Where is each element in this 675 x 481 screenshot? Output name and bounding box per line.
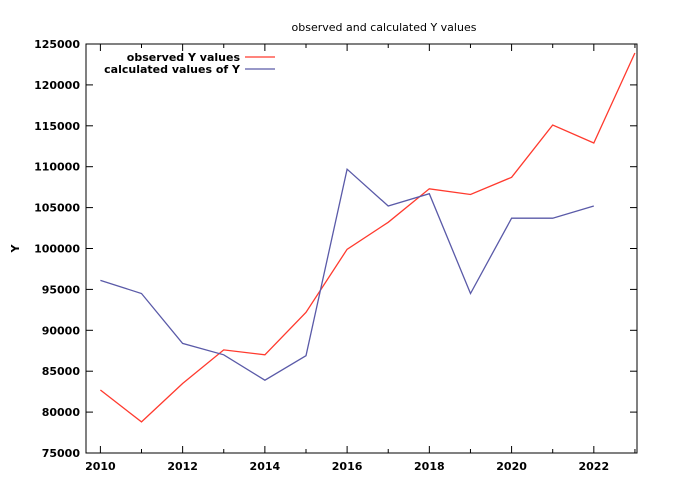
x-tick-label: 2020 [496, 460, 527, 473]
x-tick-label: 2014 [250, 460, 281, 473]
data-point [100, 389, 101, 390]
data-point [182, 343, 183, 344]
y-tick-label: 80000 [42, 406, 81, 419]
y-tick-label: 100000 [34, 243, 80, 256]
data-point [552, 124, 553, 125]
x-tick-label: 2010 [85, 460, 116, 473]
series-line [100, 167, 594, 381]
data-point [264, 380, 265, 381]
data-point [305, 312, 306, 313]
y-tick-label: 95000 [42, 283, 81, 296]
data-point [388, 222, 389, 223]
y-tick-label: 85000 [42, 365, 81, 378]
series-line [100, 52, 636, 423]
y-tick-label: 90000 [42, 324, 81, 337]
axes: 75000 80000 85000 90000 95000 100000 105000 110… [34, 38, 638, 473]
data-point [223, 349, 224, 350]
data-point [141, 421, 142, 422]
data-point [470, 194, 471, 195]
plot-frame [85, 43, 638, 454]
x-tick-label: 2022 [579, 460, 610, 473]
data-point [470, 293, 471, 294]
chart-title: observed and calculated Y values [292, 21, 477, 34]
y-tick-label: 75000 [42, 447, 81, 460]
data-point [511, 177, 512, 178]
data-point [182, 383, 183, 384]
series-1 [100, 52, 636, 423]
data-point [552, 218, 553, 219]
y-tick-label: 115000 [34, 120, 80, 133]
data-point [634, 52, 635, 53]
series-2 [100, 167, 594, 381]
data-point [141, 293, 142, 294]
data-point [388, 205, 389, 206]
data-point [347, 249, 348, 250]
legend-label: calculated values of Y [104, 63, 241, 76]
data-point [511, 218, 512, 219]
data-point [429, 193, 430, 194]
y-tick-label: 125000 [34, 38, 80, 51]
y-tick-label: 110000 [34, 161, 80, 174]
data-point [264, 354, 265, 355]
y-axis-label: Y [9, 243, 22, 253]
legend-label: observed Y values [127, 51, 241, 64]
data-point [593, 205, 594, 206]
y-tick-label: 120000 [34, 79, 80, 92]
x-tick-label: 2018 [414, 460, 445, 473]
series-layer [100, 52, 636, 423]
data-point [305, 355, 306, 356]
x-tick-label: 2012 [167, 460, 198, 473]
data-point [593, 142, 594, 143]
data-point [223, 354, 224, 355]
data-point [429, 188, 430, 189]
data-point [347, 169, 348, 170]
data-point [100, 280, 101, 281]
x-tick-label: 2016 [332, 460, 363, 473]
y-tick-label: 105000 [34, 202, 80, 215]
